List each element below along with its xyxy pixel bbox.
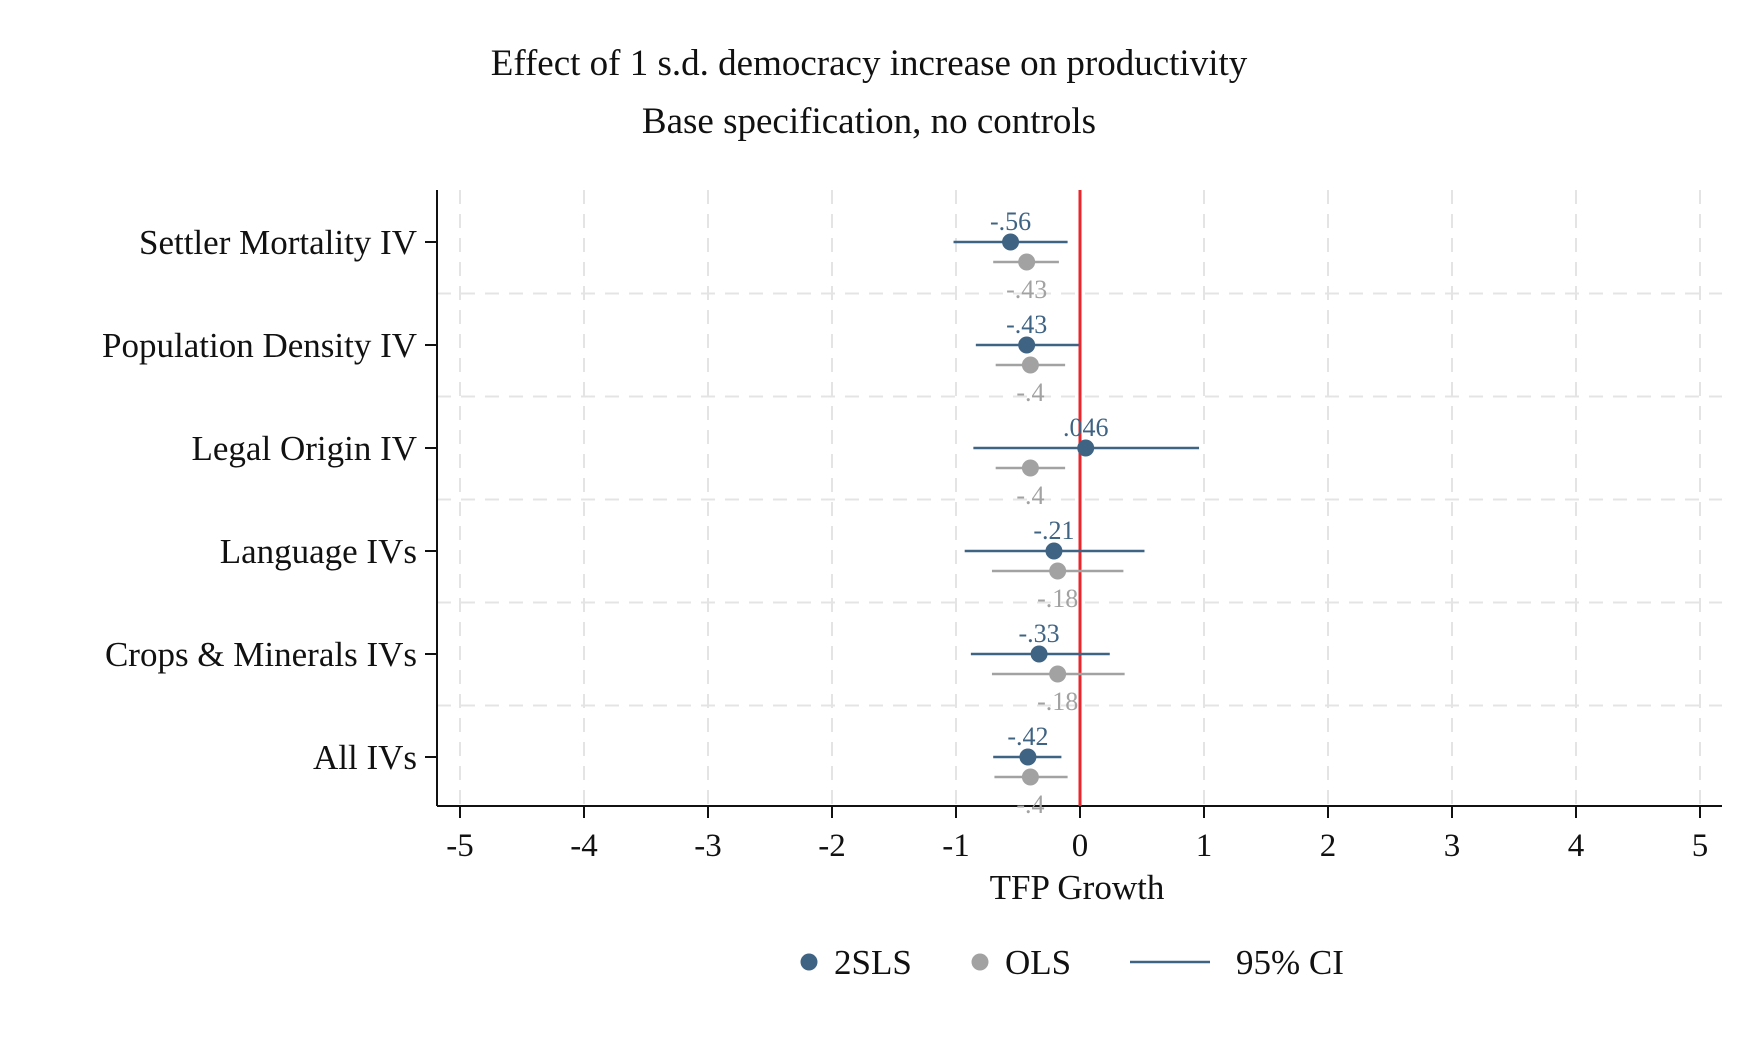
- point-2sls: [1019, 748, 1037, 766]
- x-tick-label: -5: [446, 828, 474, 864]
- value-label-2sls: .046: [1063, 413, 1109, 442]
- category-label: Population Density IV: [102, 326, 417, 365]
- value-label-ols: -.4: [1016, 378, 1044, 407]
- category-labels: Settler Mortality IV Population Density I…: [102, 223, 437, 777]
- value-label-2sls: -.43: [1006, 310, 1047, 339]
- x-tick-label: -2: [818, 828, 846, 864]
- point-ols: [1021, 356, 1039, 374]
- x-tick-label: 4: [1568, 828, 1585, 864]
- x-tick-label: -3: [694, 828, 722, 864]
- x-tick-label: 1: [1196, 828, 1213, 864]
- point-2sls: [1077, 439, 1095, 457]
- chart-title: Effect of 1 s.d. democracy increase on p…: [491, 43, 1248, 84]
- x-tick-label: 0: [1072, 828, 1089, 864]
- value-label-2sls: -.42: [1007, 722, 1048, 751]
- category-label: Crops & Minerals IVs: [105, 635, 417, 674]
- x-tick-label: 2: [1320, 828, 1337, 864]
- value-label-2sls: -.56: [990, 207, 1031, 236]
- category-label: Settler Mortality IV: [139, 223, 417, 262]
- value-label-ols: -.18: [1037, 687, 1078, 716]
- x-axis-title: TFP Growth: [990, 868, 1165, 907]
- point-ols: [1021, 768, 1039, 786]
- point-ols: [1021, 459, 1039, 477]
- value-label-ols: -.18: [1037, 584, 1078, 613]
- value-label-2sls: -.21: [1033, 516, 1074, 545]
- category-label: Language IVs: [220, 532, 417, 571]
- point-2sls: [1002, 233, 1020, 251]
- x-tick-label: 3: [1444, 828, 1461, 864]
- chart-subtitle: Base specification, no controls: [642, 101, 1096, 142]
- x-tick-label: -4: [570, 828, 598, 864]
- legend-marker: [971, 953, 989, 971]
- legend-label: 2SLS: [834, 943, 912, 982]
- legend-label: OLS: [1005, 943, 1071, 982]
- category-label: Legal Origin IV: [192, 429, 417, 468]
- value-label-ols: -.4: [1016, 790, 1044, 819]
- value-label-2sls: -.33: [1018, 619, 1059, 648]
- point-ols: [1049, 562, 1067, 580]
- x-tick-label: 5: [1692, 828, 1709, 864]
- x-axis-ticks: -5 -4 -3 -2 -1 0 1 2 3 4 5: [446, 806, 1708, 864]
- point-2sls: [1018, 336, 1036, 354]
- category-label: All IVs: [313, 738, 417, 777]
- legend: 2SLS OLS 95% CI: [800, 943, 1344, 982]
- point-ols: [1049, 665, 1067, 683]
- value-label-ols: -.4: [1016, 481, 1044, 510]
- grid-lines: [437, 190, 1722, 806]
- point-2sls: [1030, 645, 1048, 663]
- x-tick-label: -1: [942, 828, 970, 864]
- point-2sls: [1045, 542, 1063, 560]
- legend-marker: [800, 953, 818, 971]
- plot-marks: -.56 -.43 .046 -.21 -.33 -.42 -.43 -.4 -.4 -.18 -.…: [953, 207, 1200, 819]
- point-ols: [1018, 253, 1036, 271]
- legend-label: 95% CI: [1236, 943, 1344, 982]
- value-label-ols: -.43: [1006, 275, 1047, 304]
